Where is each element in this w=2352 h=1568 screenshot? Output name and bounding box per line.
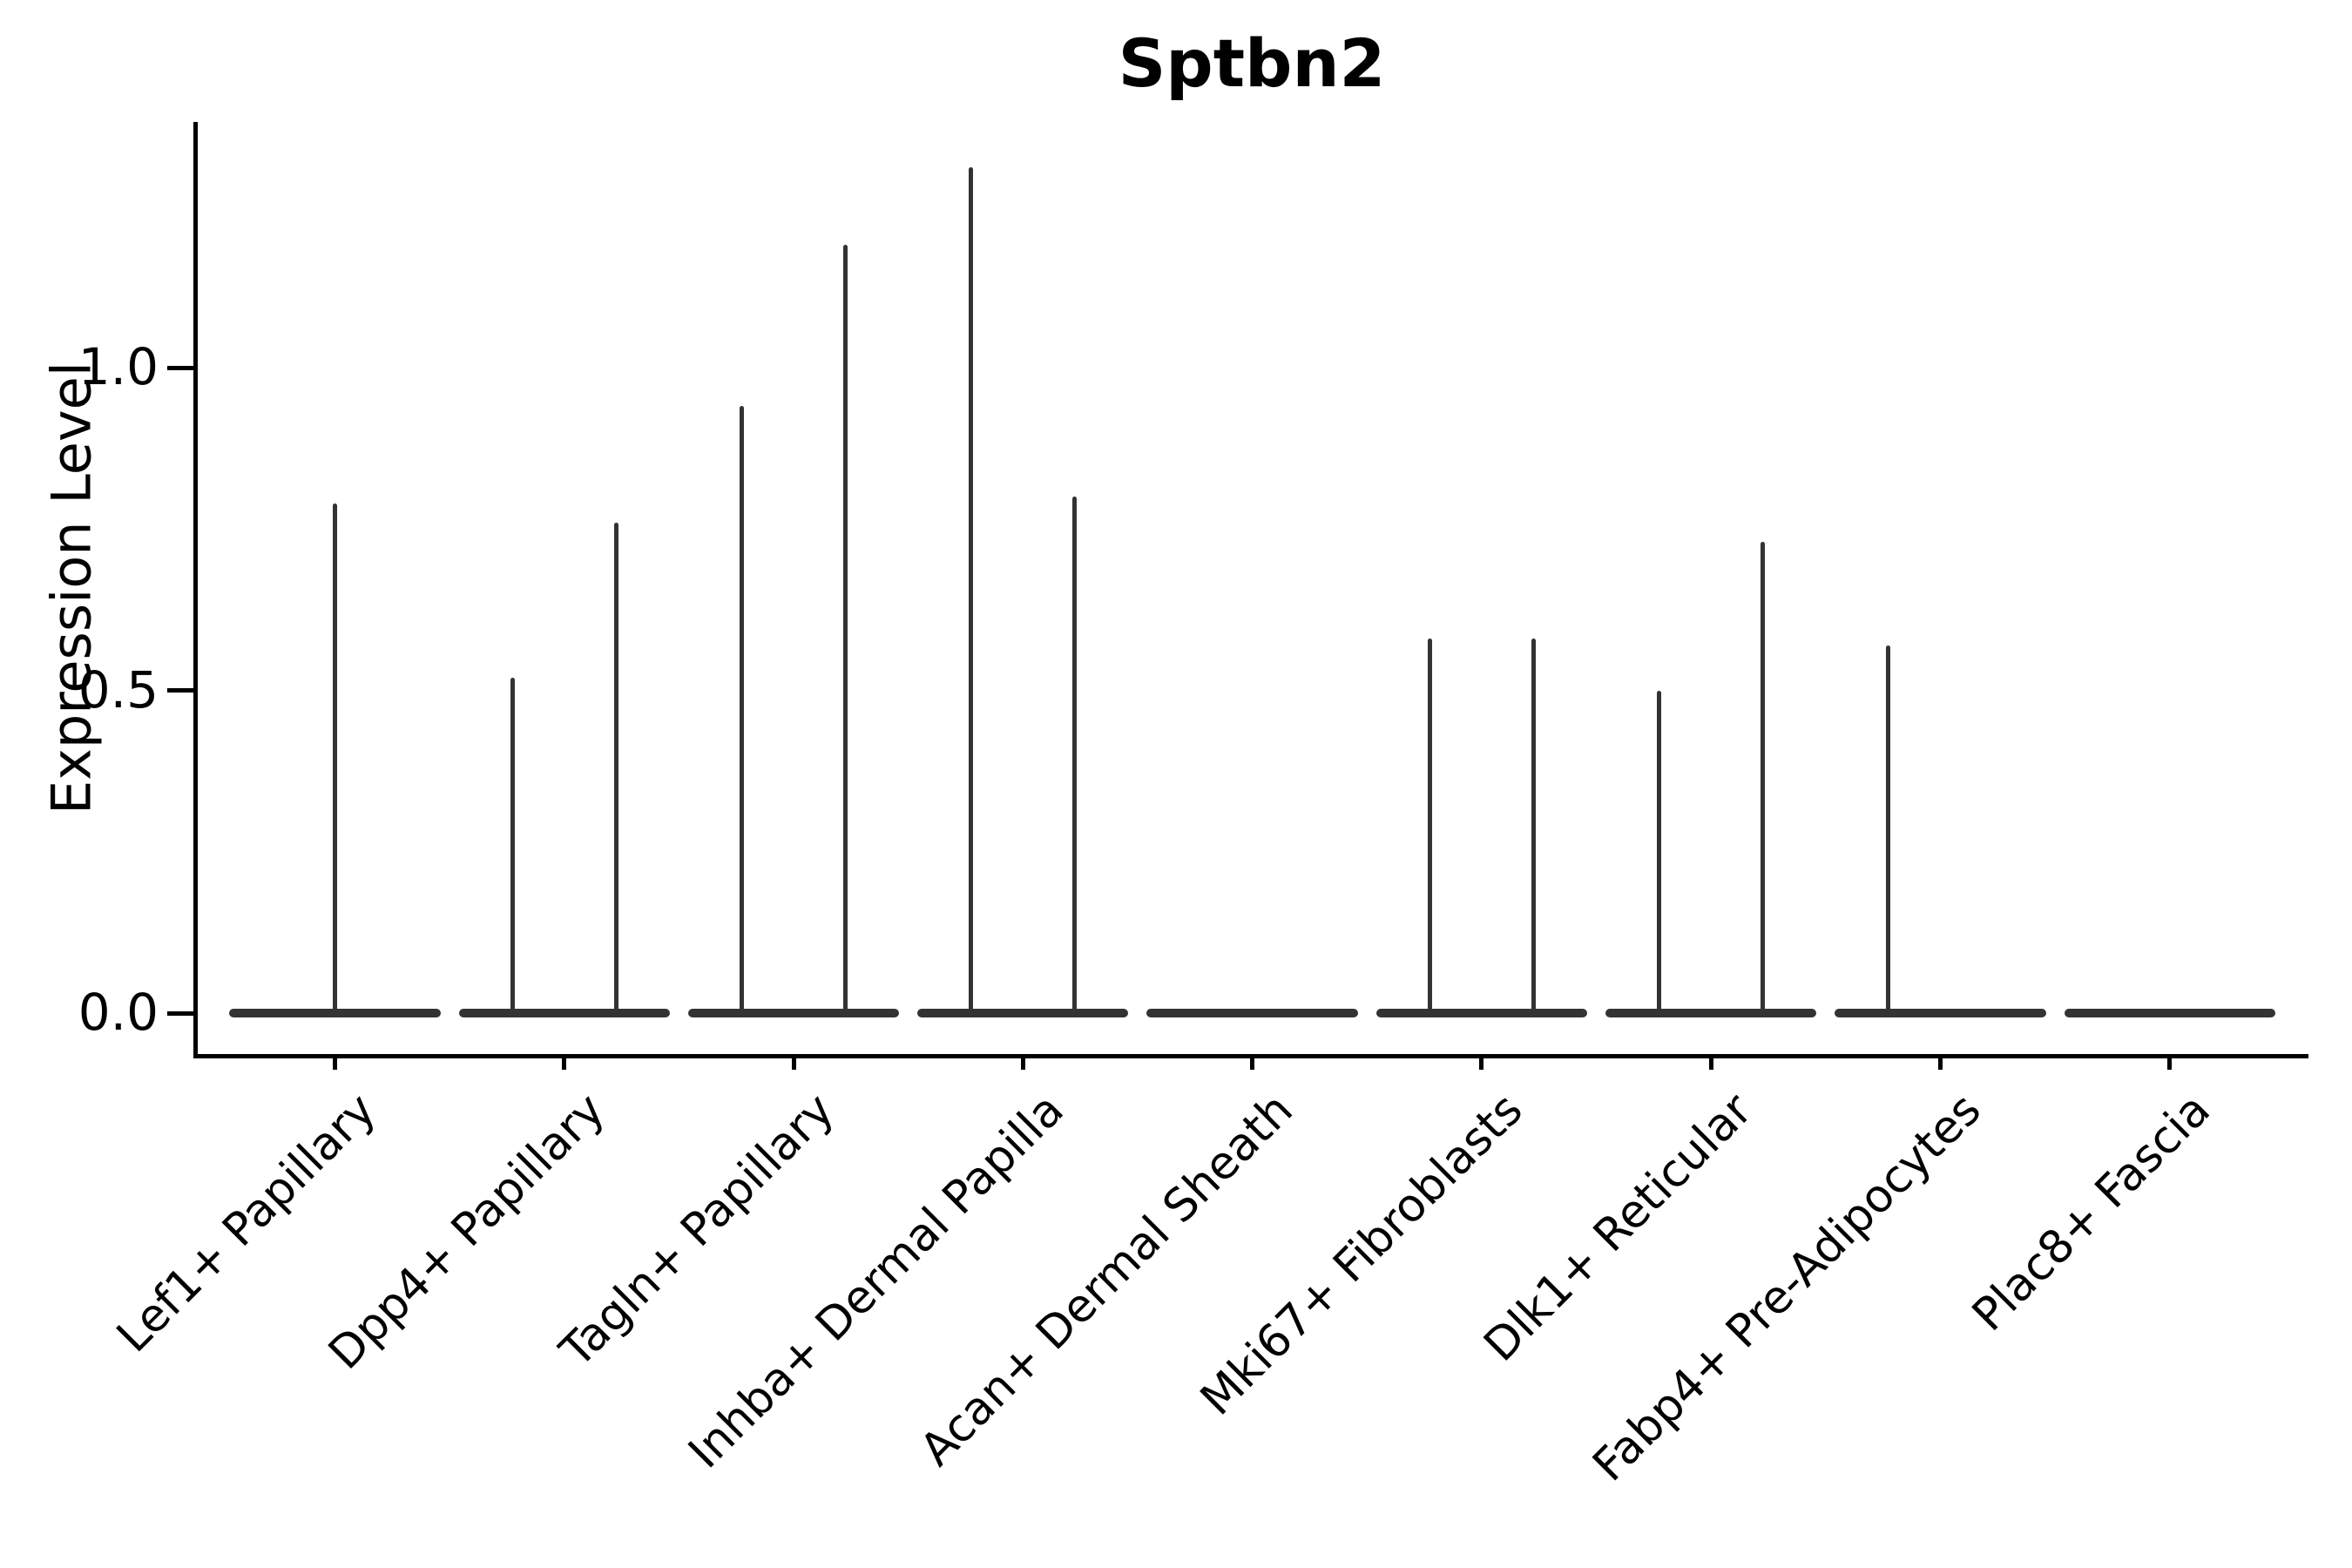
- violin-spike: [1657, 690, 1662, 1013]
- violin-baseline: [229, 1009, 441, 1017]
- x-tick: [1708, 1054, 1713, 1070]
- violin-baseline: [1375, 1009, 1588, 1017]
- x-tick-label: Plac8+ Fascia: [1963, 1084, 2221, 1342]
- y-tick-label: 0.5: [78, 659, 159, 720]
- x-tick: [2167, 1054, 2173, 1070]
- x-tick-label: Inhba+ Dermal Papilla: [679, 1084, 1074, 1479]
- x-tick: [1020, 1054, 1025, 1070]
- violin-spike: [969, 167, 974, 1013]
- x-tick: [1479, 1054, 1484, 1070]
- x-tick-label: Fabp4+ Pre-Adipocytes: [1583, 1084, 1991, 1492]
- plot-title: Sptbn2: [1118, 24, 1386, 102]
- y-tick-label: 0.0: [78, 983, 159, 1042]
- violin-spike: [1886, 645, 1891, 1013]
- violin-spike: [613, 522, 618, 1013]
- violin-spike: [843, 245, 848, 1013]
- violin-baseline: [458, 1009, 670, 1017]
- x-tick: [791, 1054, 796, 1070]
- x-tick-label: Acan+ Dermal Sheath: [910, 1084, 1304, 1477]
- violin-baseline: [1605, 1009, 1817, 1017]
- violin-baseline: [2064, 1009, 2275, 1017]
- y-tick: [167, 688, 193, 693]
- violin-spike: [1427, 639, 1432, 1013]
- y-tick: [167, 365, 193, 370]
- violin-baseline: [1146, 1009, 1358, 1017]
- x-tick: [562, 1054, 567, 1070]
- violin-spike: [1072, 497, 1078, 1013]
- violin-spike: [510, 677, 515, 1013]
- violin-baseline: [917, 1009, 1129, 1017]
- y-tick: [167, 1010, 193, 1016]
- x-tick: [1938, 1054, 1943, 1070]
- x-tick: [332, 1054, 337, 1070]
- x-tick: [1250, 1054, 1255, 1070]
- violin-baseline: [1835, 1009, 2046, 1017]
- left-spine: [193, 122, 198, 1058]
- violin-spike: [1761, 542, 1766, 1013]
- y-tick-label: 1.0: [78, 337, 159, 396]
- violin-spike: [1531, 639, 1536, 1013]
- violin-spike: [332, 503, 337, 1013]
- violin-spike: [739, 406, 744, 1013]
- violin-baseline: [687, 1009, 900, 1017]
